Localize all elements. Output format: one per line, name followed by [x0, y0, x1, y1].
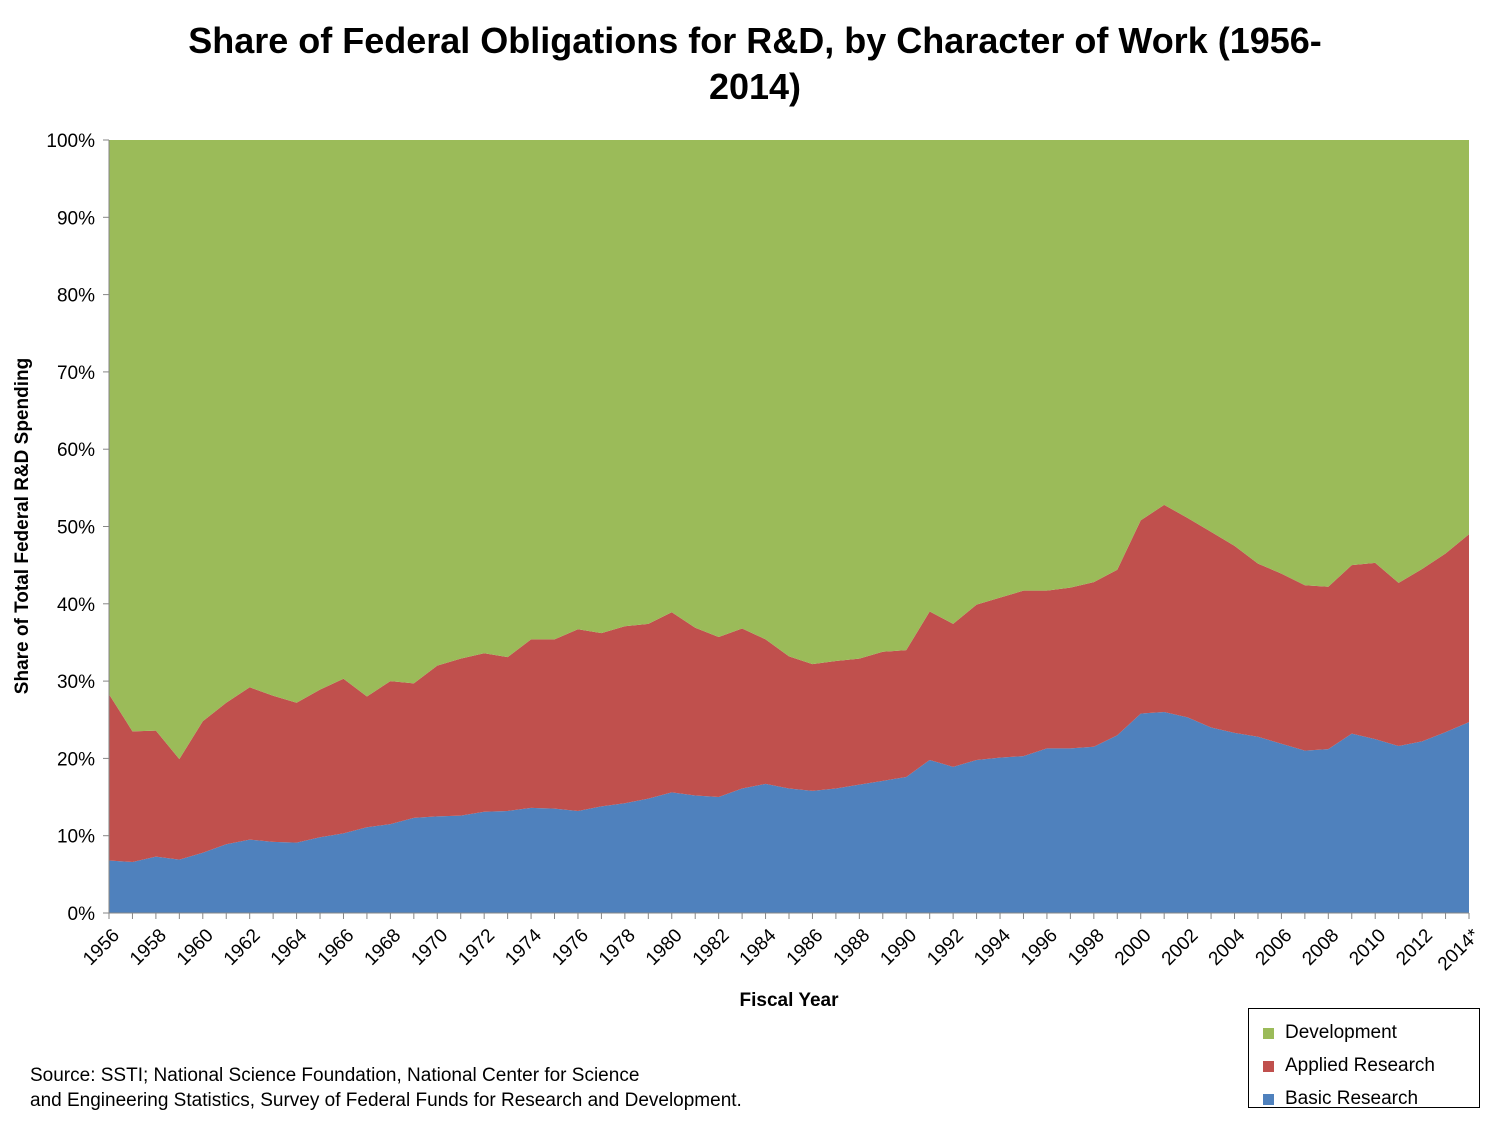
legend-label-applied-research: Applied Research: [1285, 1055, 1435, 1076]
x-tick-label: 1958: [126, 925, 171, 970]
x-tick-label: 1982: [689, 925, 734, 970]
x-tick-label: 1976: [548, 925, 593, 970]
x-tick-label: 1996: [1017, 925, 1062, 970]
source-note-line: Source: SSTI; National Science Foundatio…: [30, 1065, 640, 1086]
x-tick-label: 1962: [220, 925, 265, 970]
x-tick-label: 2002: [1158, 925, 1203, 970]
x-tick-label: 2012: [1392, 925, 1437, 970]
x-tick-label: 1974: [501, 925, 546, 970]
x-tick-label: 2004: [1205, 925, 1250, 970]
y-tick-label: 70%: [57, 363, 95, 384]
area-series-basic-research: [109, 712, 1469, 913]
legend-label-basic-research: Basic Research: [1285, 1088, 1419, 1109]
legend-swatch-development: [1263, 1027, 1274, 1039]
x-tick-label: 1960: [173, 925, 218, 970]
chart-title: Share of Federal Obligations for R&D, by…: [188, 20, 1322, 107]
x-tick-label: 1992: [923, 925, 968, 970]
source-note-line: and Engineering Statistics, Survey of Fe…: [30, 1090, 742, 1111]
x-axis-title: Fiscal Year: [740, 990, 840, 1011]
x-tick-label: 1980: [642, 925, 687, 970]
y-tick-label: 80%: [57, 286, 95, 307]
y-axis-title: Share of Total Federal R&D Spending: [12, 358, 33, 694]
y-tick-label: 20%: [57, 749, 95, 770]
x-tick-label: 2008: [1299, 925, 1344, 970]
y-tick-labels: 0% 10% 20% 30% 40% 50% 60% 70% 80% 90% 100%: [46, 131, 95, 925]
x-tick-label: 1984: [736, 925, 781, 970]
chart-legend: Development Applied Research Basic Resea…: [1248, 1008, 1480, 1111]
area-series-development: [109, 140, 1469, 760]
x-tick-label: 2006: [1252, 925, 1297, 970]
x-tick-label: 1994: [970, 925, 1015, 970]
x-tick-label: 1970: [407, 925, 452, 970]
area-series-group: [109, 140, 1469, 913]
x-tick-label: 1990: [876, 925, 921, 970]
x-tick-label: 1966: [314, 925, 359, 970]
x-tick-label: 1998: [1064, 925, 1109, 970]
y-tick-label: 100%: [46, 131, 95, 152]
x-tick-label: 2014*: [1434, 925, 1484, 975]
x-tick-labels: 1956 1958 1960 1962 1964 1966 1968 1970 1972 1974…: [79, 925, 1484, 975]
y-tick-label: 30%: [57, 672, 95, 693]
y-tick-label: 60%: [57, 440, 95, 461]
legend-item-basic-research: Basic Research: [1263, 1087, 1418, 1111]
y-tick-label: 0%: [68, 904, 96, 925]
y-tick-label: 50%: [57, 518, 95, 539]
legend-swatch-applied-research: [1263, 1060, 1274, 1072]
x-tick-label: 1972: [454, 925, 499, 970]
x-tick-label: 2010: [1345, 925, 1390, 970]
x-tick-label: 1968: [361, 925, 406, 970]
x-tick-label: 1988: [830, 925, 875, 970]
x-tick-label: 2000: [1111, 925, 1156, 970]
area-series-applied-research: [109, 504, 1469, 862]
x-tick-label: 1978: [595, 925, 640, 970]
axes-group: [103, 139, 1470, 919]
x-tick-label: 1956: [79, 925, 124, 970]
y-tick-label: 10%: [57, 827, 95, 848]
legend-item-development: Development: [1263, 1021, 1397, 1045]
legend-swatch-basic-research: [1263, 1093, 1274, 1105]
legend-item-applied-research: Applied Research: [1263, 1054, 1435, 1078]
source-note: Source: SSTI; National Science Foundatio…: [30, 1063, 870, 1113]
x-tick-label: 1986: [783, 925, 828, 970]
y-tick-label: 40%: [57, 595, 95, 616]
y-tick-label: 90%: [57, 208, 95, 229]
legend-label-development: Development: [1285, 1022, 1397, 1043]
x-tick-label: 1964: [267, 925, 312, 970]
